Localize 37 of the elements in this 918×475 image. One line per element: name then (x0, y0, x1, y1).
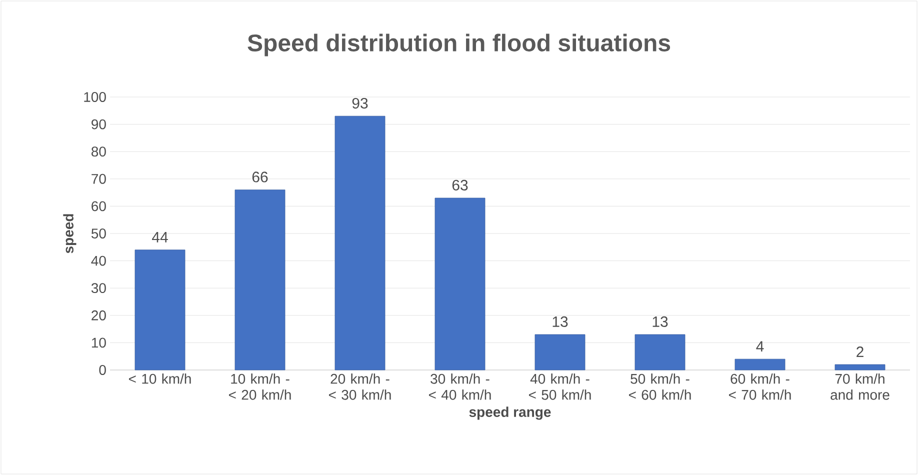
data-label: 13 (552, 316, 568, 327)
data-label: 13 (652, 316, 668, 327)
y-tick-label: 60 (92, 201, 106, 212)
data-label: 2 (856, 346, 864, 358)
bar (434, 198, 486, 370)
data-label: 66 (252, 172, 268, 182)
x-tick-label: 60 km/h - < 70 km/h (728, 374, 791, 400)
data-label: 63 (452, 180, 468, 190)
x-tick-label: < 10 km/h (128, 374, 191, 384)
x-tick-label: 10 km/h - < 20 km/h (228, 374, 291, 400)
data-label: 93 (352, 98, 368, 109)
bar (634, 334, 686, 370)
bar (234, 190, 286, 370)
bar (534, 334, 586, 370)
y-tick-label: 20 (92, 310, 106, 320)
chart-title: Speed distribution in flood situations (248, 34, 670, 56)
y-tick-label: 70 (92, 174, 106, 184)
y-tick-label: 40 (91, 256, 106, 266)
data-label: 4 (756, 341, 764, 352)
x-axis-title: speed range (469, 406, 551, 420)
y-tick-label: 0 (99, 365, 106, 375)
y-tick-label: 90 (92, 119, 106, 130)
y-axis-title: speed (63, 214, 76, 254)
x-tick-label: 40 km/h - < 50 km/h (528, 374, 591, 400)
y-tick-label: 100 (84, 92, 106, 102)
y-tick-label: 50 (91, 228, 106, 238)
y-tick-label: 10 (92, 338, 106, 348)
bar (334, 116, 386, 370)
y-tick-label: 80 (92, 146, 106, 157)
y-tick-label: 30 (91, 283, 106, 294)
bar (734, 358, 786, 370)
x-tick-label: 70 km/h and more (830, 374, 890, 400)
x-tick-label: 50 km/h - < 60 km/h (628, 374, 691, 400)
bar (134, 250, 186, 370)
x-tick-label: 20 km/h - < 30 km/h (328, 374, 391, 400)
bar (834, 364, 886, 370)
data-label: 44 (152, 232, 168, 242)
